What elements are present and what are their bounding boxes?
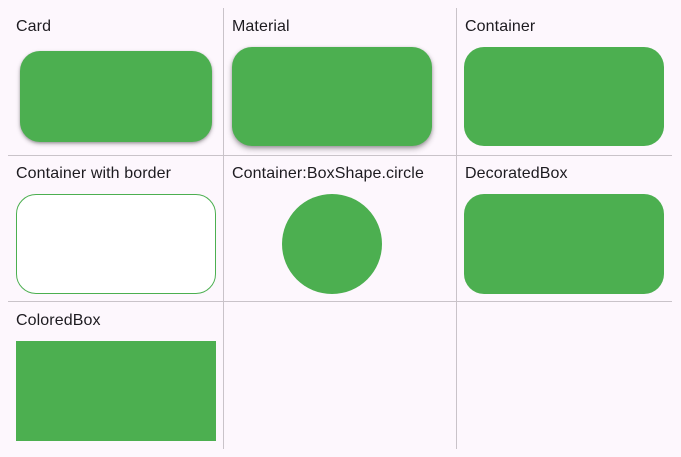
decorated-box-sample <box>464 194 664 294</box>
container-sample <box>464 47 664 146</box>
material-sample <box>232 47 432 146</box>
cell-label: ColoredBox <box>16 312 101 329</box>
grid-divider-vertical-2 <box>456 8 457 449</box>
cell-label: Container <box>465 18 536 35</box>
cell-label: Container:BoxShape.circle <box>232 165 424 182</box>
bordered-container-sample <box>16 194 216 294</box>
grid-divider-horizontal-1 <box>8 155 672 156</box>
cell-label: Material <box>232 18 290 35</box>
grid-divider-vertical-1 <box>223 8 224 449</box>
cell-label: DecoratedBox <box>465 165 568 182</box>
card-sample <box>20 51 212 142</box>
circle-container-sample <box>282 194 382 294</box>
colored-box-sample <box>16 341 216 441</box>
cell-label: Card <box>16 18 52 35</box>
cell-label: Container with border <box>16 165 172 182</box>
grid-divider-horizontal-2 <box>8 301 672 302</box>
